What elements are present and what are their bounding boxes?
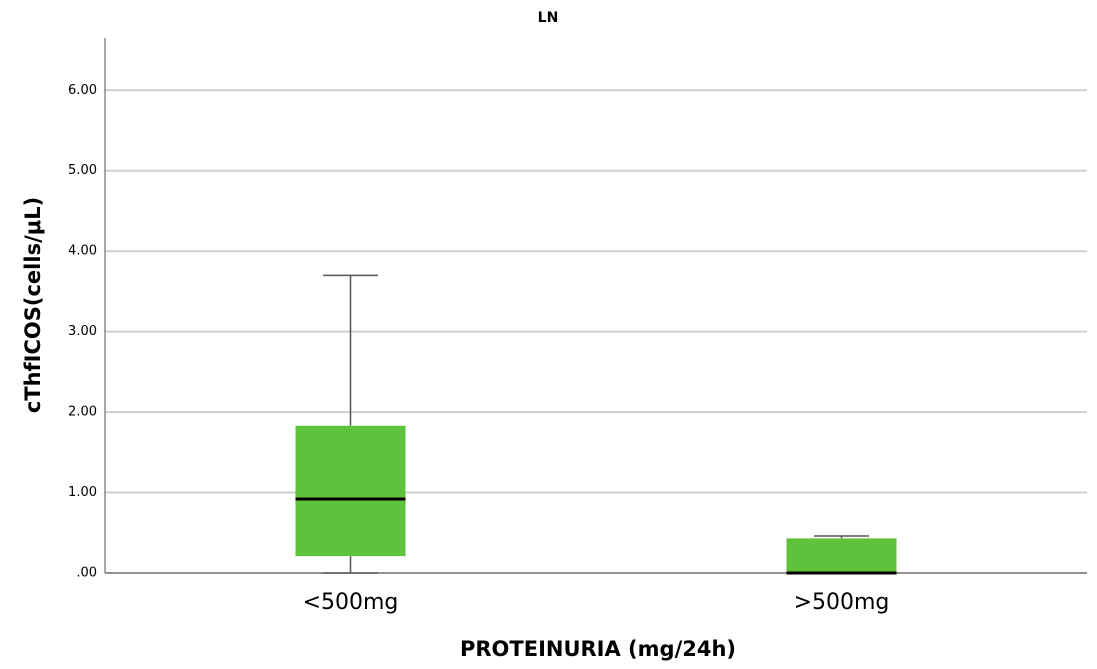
box: [786, 538, 897, 573]
x-axis-label: PROTEINURIA (mg/24h): [460, 637, 736, 661]
y-tick-label: 2.00: [68, 405, 97, 420]
y-axis-label: cThfICOS(cells/μL): [21, 197, 45, 413]
y-tick-label: 1.00: [68, 485, 97, 500]
y-tick-label: .00: [76, 566, 97, 581]
y-tick-label: 5.00: [68, 163, 97, 178]
y-tick-label: 3.00: [68, 324, 97, 339]
y-tick-label: 4.00: [68, 244, 97, 259]
x-tick-label: >500mg: [794, 590, 890, 615]
y-tick-label: 6.00: [68, 83, 97, 98]
box: [295, 425, 406, 557]
chart-title: LN: [538, 10, 559, 26]
x-tick-label: <500mg: [303, 590, 399, 615]
